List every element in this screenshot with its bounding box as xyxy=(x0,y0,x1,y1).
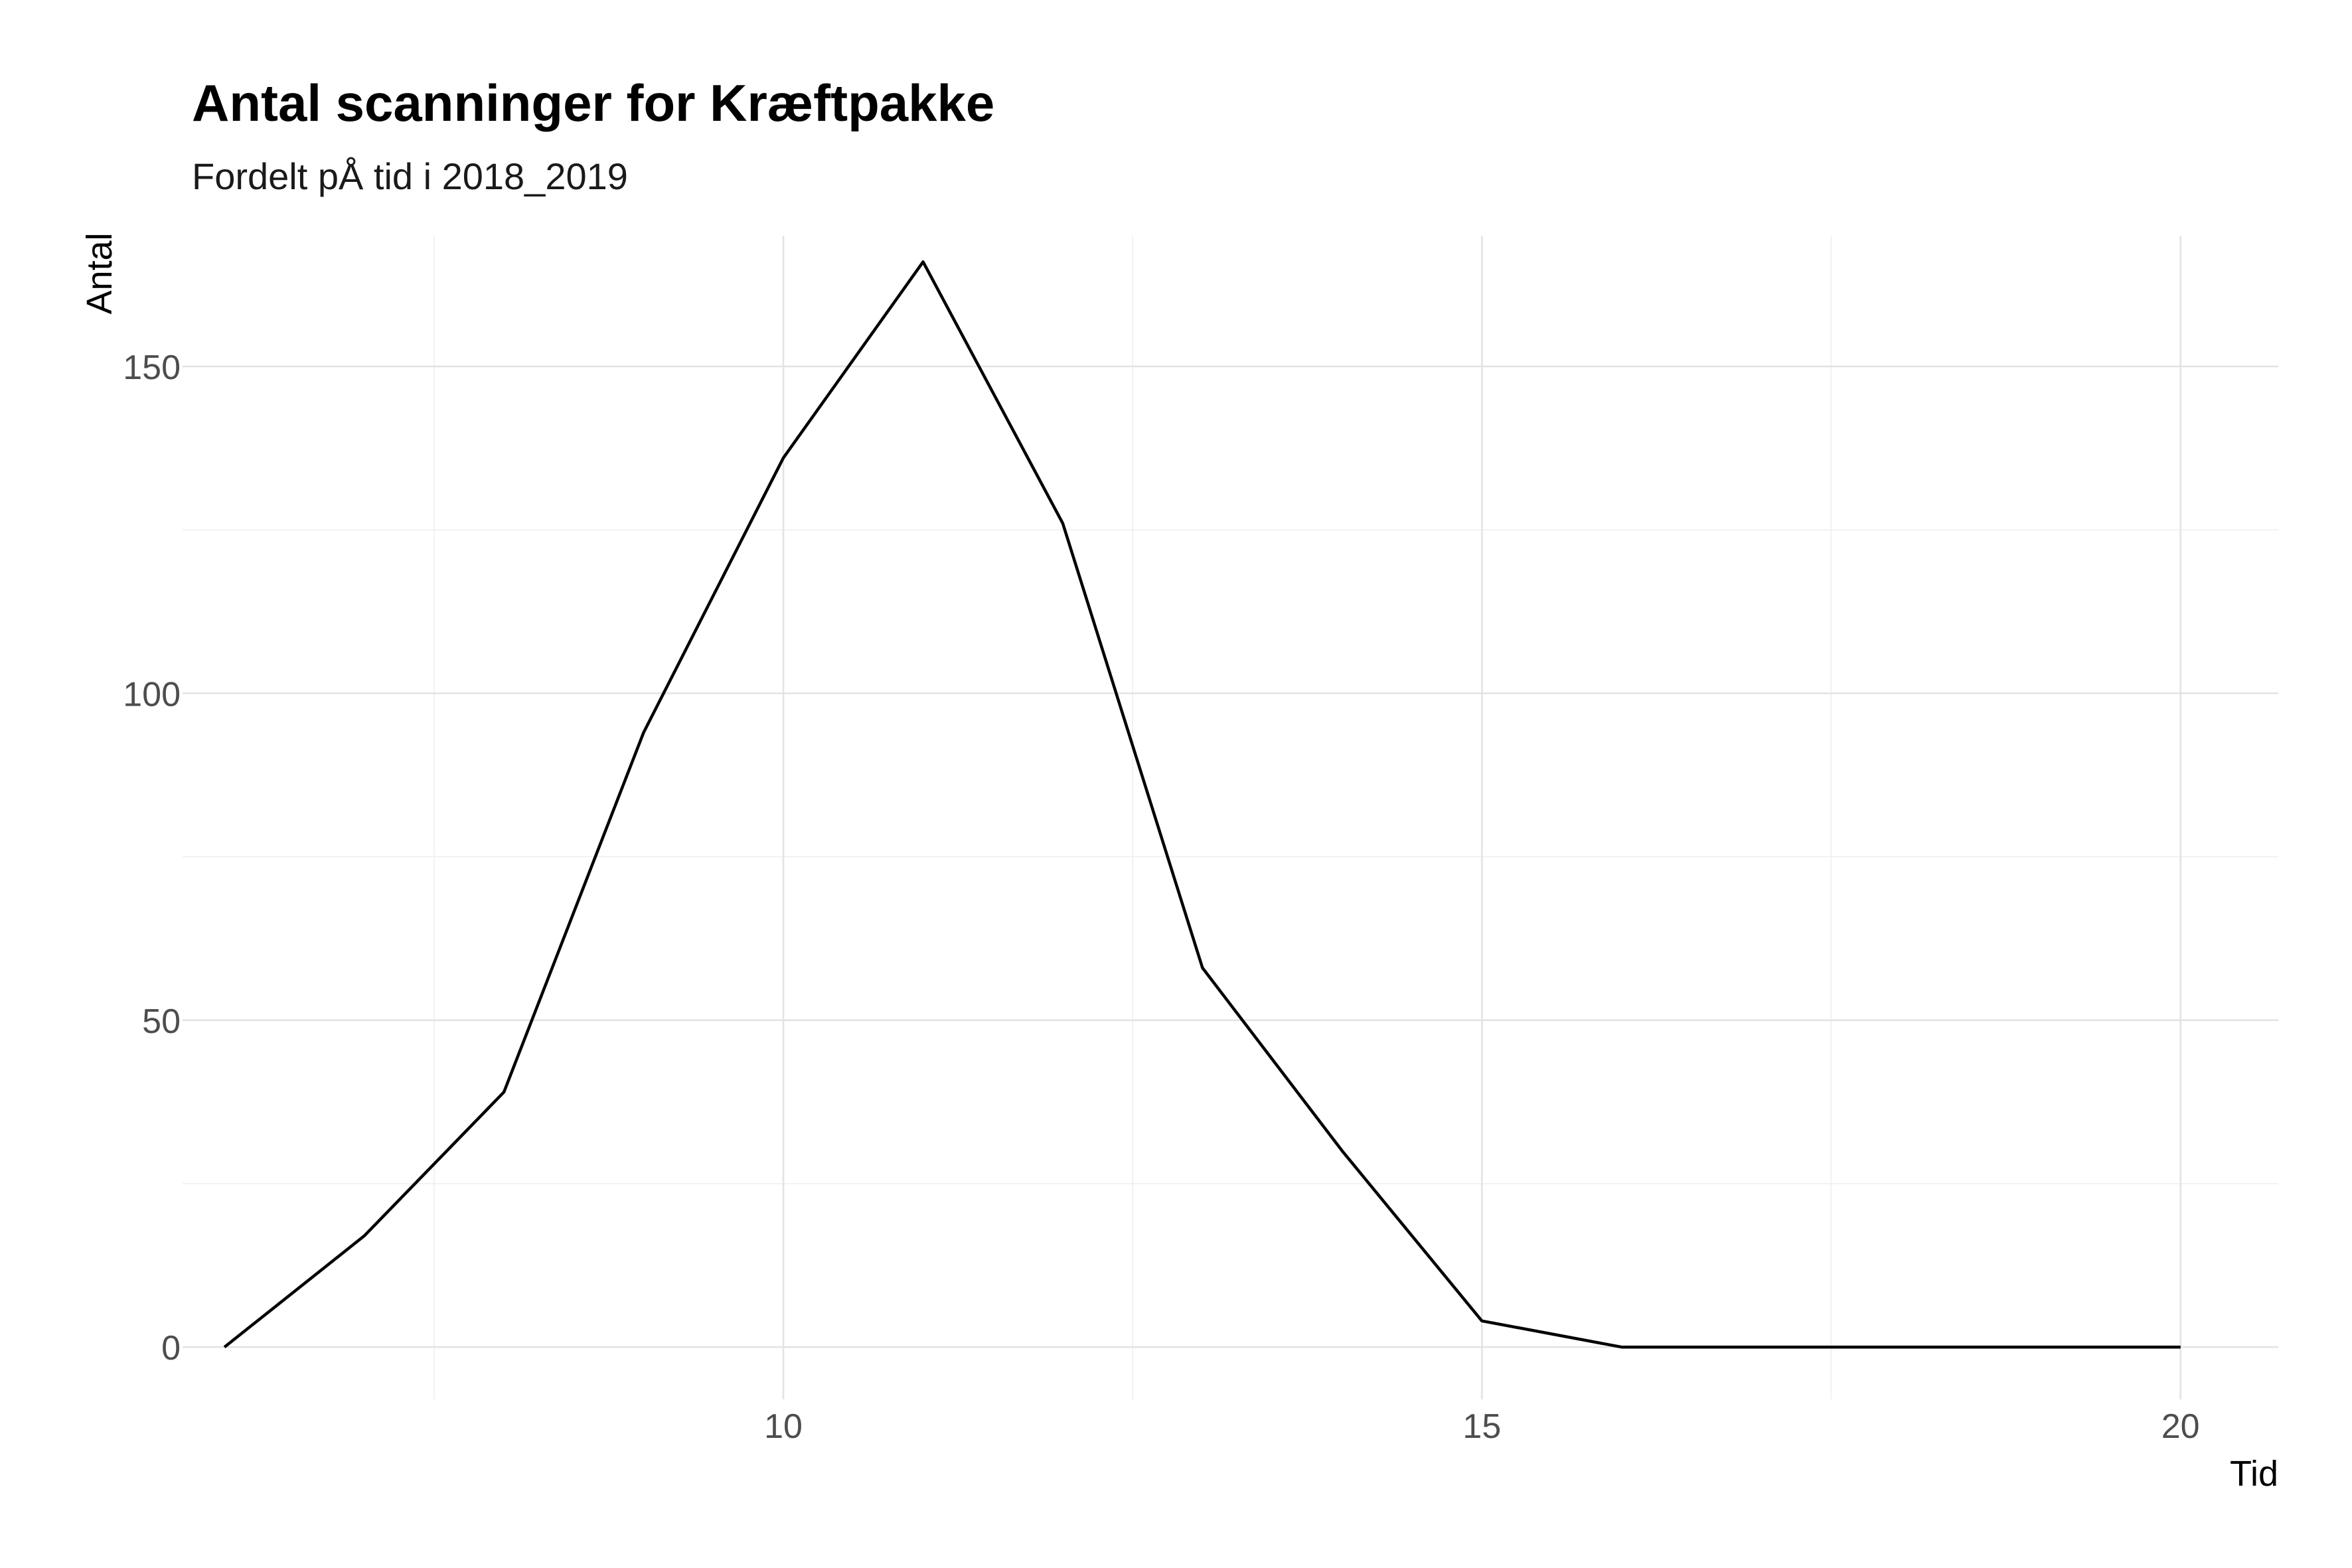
y-axis-label: Antal xyxy=(80,232,119,314)
chart-title: Antal scanninger for Kræftpakke xyxy=(192,74,994,132)
x-axis-label: Tid xyxy=(2230,1454,2278,1494)
x-tick-label: 20 xyxy=(2161,1407,2200,1446)
y-tick-label: 0 xyxy=(161,1329,181,1368)
x-tick-label: 10 xyxy=(764,1407,803,1446)
x-tick-label: 15 xyxy=(1462,1407,1501,1446)
series-layer xyxy=(223,260,2181,1349)
minor-gridlines xyxy=(183,236,2278,1399)
chart-subtitle: Fordelt pÅ tid i 2018_2019 xyxy=(192,155,628,197)
x-axis-ticks: 10 15 20 xyxy=(764,1407,2200,1446)
y-tick-label: 50 xyxy=(142,1002,181,1041)
y-tick-label: 100 xyxy=(123,675,181,714)
y-tick-label: 150 xyxy=(123,349,181,387)
major-gridlines xyxy=(183,236,2278,1399)
series-line xyxy=(223,260,2181,1349)
y-axis-ticks: 0 50 100 150 xyxy=(123,349,181,1368)
